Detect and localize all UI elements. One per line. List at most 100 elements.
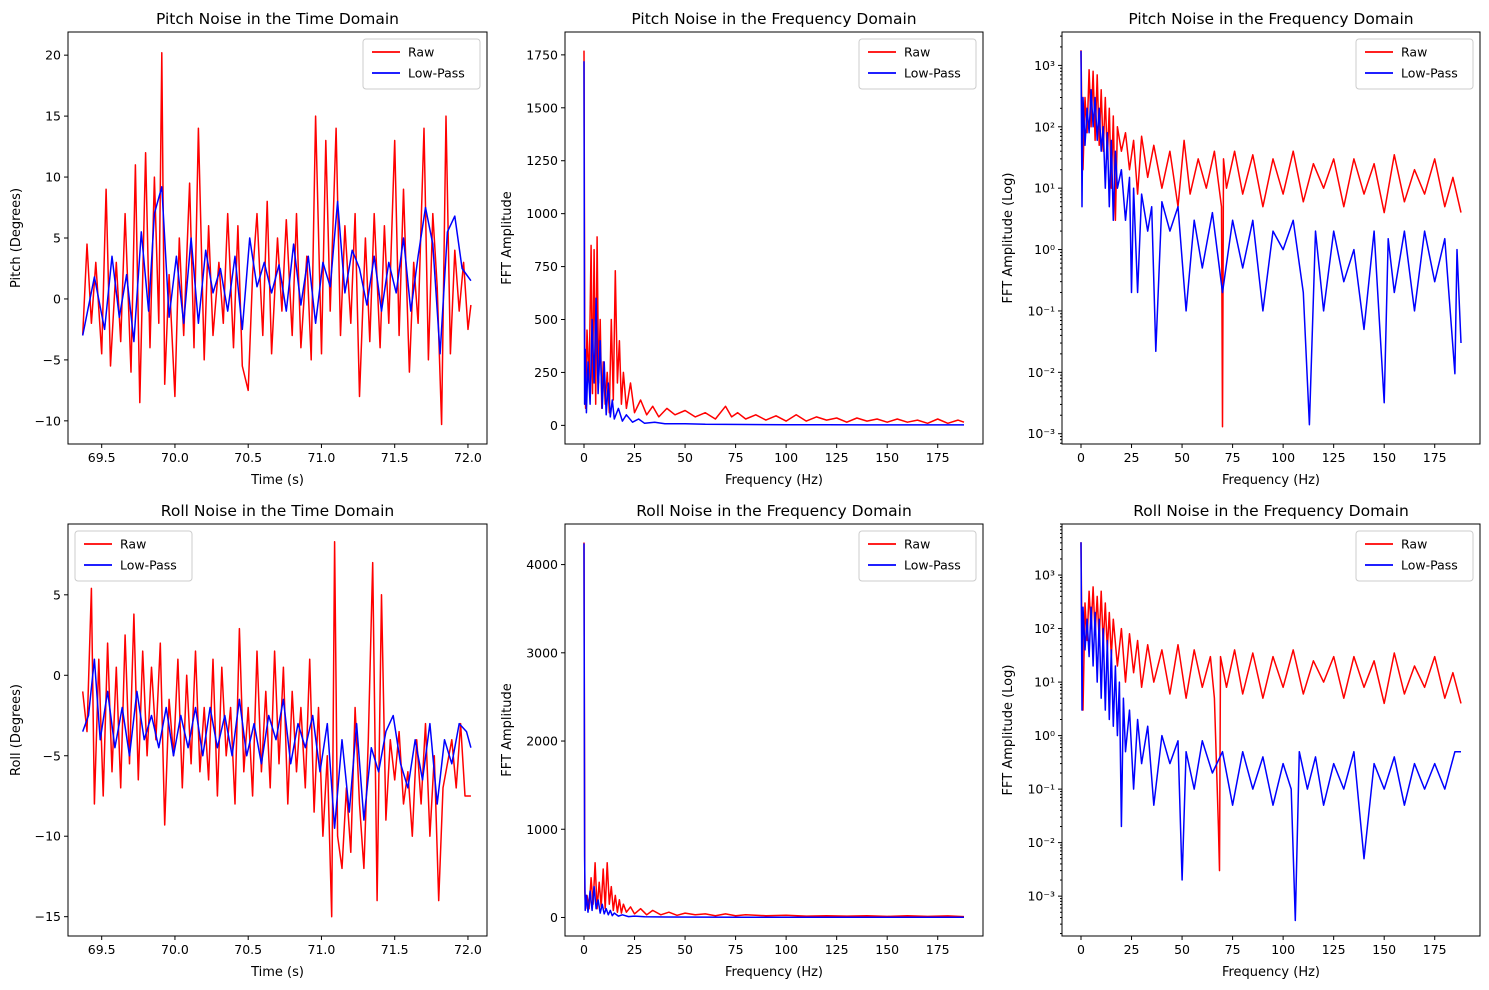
chart-title: Roll Noise in the Frequency Domain [1133, 502, 1409, 520]
x-axis-label: Frequency (Hz) [1222, 965, 1320, 980]
y-tick-label: 5 [53, 587, 61, 602]
x-tick-label: 50 [1174, 450, 1190, 465]
y-tick-label: 10⁻¹ [1027, 782, 1055, 797]
y-tick-label: 10⁻¹ [1027, 303, 1055, 318]
x-tick-label: 150 [875, 942, 899, 957]
x-tick-label: 150 [1372, 450, 1396, 465]
x-tick-label: 125 [825, 450, 849, 465]
x-tick-label: 50 [677, 450, 693, 465]
x-axis-label: Frequency (Hz) [1222, 473, 1320, 488]
axes-frame [1061, 31, 1481, 445]
x-tick-label: 50 [1174, 942, 1190, 957]
legend-label-raw: Raw [1401, 45, 1427, 60]
series-line-raw [583, 50, 965, 425]
y-tick-label: 10² [1034, 119, 1055, 134]
y-tick-label: 10⁻³ [1027, 426, 1055, 441]
plot-area [81, 51, 472, 426]
y-tick-label: 10³ [1034, 58, 1055, 73]
subplot-pitch-freq-log: 0 25 50 75 100 125 150 175 10⁻³ 10⁻² 10⁻¹ 10⁰ 10¹ 10²… [1001, 10, 1481, 488]
y-tick-label: −5 [43, 748, 61, 763]
y-tick-label: 10⁰ [1034, 242, 1055, 257]
x-axis-label: Time (s) [250, 965, 304, 980]
legend-label-raw: Raw [904, 45, 930, 60]
series-line-raw [81, 51, 472, 426]
subplot-roll-freq: 0 25 50 75 100 125 150 175 0 1000 2000 3000 4000 Roll… [500, 502, 984, 980]
legend-label-lowpass: Low-Pass [904, 558, 961, 573]
y-tick-label: 20 [45, 48, 61, 63]
y-tick-label: 2000 [526, 734, 558, 749]
y-tick-label: 1000 [526, 206, 558, 221]
series-line-raw [1080, 542, 1462, 872]
y-tick-label: 5 [53, 231, 61, 246]
y-tick-label: 4000 [526, 557, 558, 572]
plot-area [1080, 50, 1462, 428]
y-tick-label: −10 [35, 829, 61, 844]
x-tick-label: 71.0 [308, 450, 336, 465]
series-line-raw [81, 540, 471, 918]
x-tick-label: 0 [1077, 942, 1085, 957]
y-tick-label: 10⁻² [1027, 365, 1055, 380]
subplot-pitch-freq: 0 25 50 75 100 125 150 175025050075010001250150… [500, 10, 984, 488]
y-tick-label: −15 [35, 909, 61, 924]
legend: Raw Low-Pass [362, 38, 481, 90]
subplot-roll-freq-log: 0 25 50 75 100 125 150 175 10⁻³ 10⁻² 10⁻¹ 10⁰ 10¹ 10²… [1001, 502, 1481, 980]
y-tick-label: −5 [43, 352, 61, 367]
x-tick-label: 150 [1372, 942, 1396, 957]
x-axis-label: Frequency (Hz) [725, 473, 823, 488]
y-tick-label: 10 [45, 170, 61, 185]
y-tick-label: 10² [1034, 621, 1055, 636]
series-line-lowpass [1080, 542, 1461, 922]
y-axis-label: Pitch (Degrees) [9, 188, 24, 288]
x-tick-label: 71.5 [381, 450, 409, 465]
legend-label-raw: Raw [120, 537, 146, 552]
chart-title: Pitch Noise in the Time Domain [156, 10, 399, 28]
x-tick-label: 72.0 [454, 450, 482, 465]
y-tick-label: 1250 [526, 153, 558, 168]
legend-label-lowpass: Low-Pass [904, 66, 961, 81]
x-tick-label: 100 [1271, 942, 1295, 957]
legend-label-raw: Raw [904, 537, 930, 552]
x-tick-label: 175 [926, 450, 950, 465]
chart-title: Roll Noise in the Frequency Domain [636, 502, 912, 520]
legend-label-lowpass: Low-Pass [120, 558, 177, 573]
series-line-lowpass [81, 658, 472, 829]
y-tick-label: 0 [53, 668, 61, 683]
x-tick-label: 0 [1077, 450, 1085, 465]
x-tick-label: 75 [728, 450, 744, 465]
y-tick-label: 250 [534, 365, 558, 380]
x-tick-label: 70.5 [234, 450, 262, 465]
y-tick-label: 10³ [1034, 568, 1055, 583]
series-line-raw [1080, 50, 1462, 428]
plot-area [81, 540, 472, 918]
x-tick-label: 25 [1124, 942, 1140, 957]
x-tick-label: 69.5 [88, 450, 116, 465]
legend: Raw Low-Pass [74, 530, 193, 582]
y-axis-label: FFT Amplitude (Log) [1001, 665, 1016, 796]
y-tick-label: 10¹ [1034, 181, 1055, 196]
x-tick-label: 70.0 [161, 942, 189, 957]
x-tick-label: 0 [580, 942, 588, 957]
x-tick-label: 175 [1423, 450, 1447, 465]
y-axis-label: FFT Amplitude [500, 683, 515, 776]
x-tick-label: 100 [774, 942, 798, 957]
y-tick-label: 10⁰ [1034, 728, 1055, 743]
series-line-lowpass [583, 543, 964, 919]
x-tick-label: 0 [580, 450, 588, 465]
x-tick-label: 175 [926, 942, 950, 957]
series-line-lowpass [1080, 50, 1462, 426]
x-tick-label: 75 [728, 942, 744, 957]
legend: Raw Low-Pass [858, 38, 977, 90]
y-tick-label: 0 [53, 291, 61, 306]
x-tick-label: 70.5 [234, 942, 262, 957]
y-tick-label: 15 [45, 109, 61, 124]
subplot-pitch-time: 69.5 70.0 70.5 71.0 71.5 72.0 −10 −5 0 5 10 15 20 Pit… [9, 10, 488, 488]
plot-area [583, 50, 965, 426]
x-tick-label: 125 [1322, 450, 1346, 465]
x-tick-label: 70.0 [161, 450, 189, 465]
y-tick-label: 1750 [526, 47, 558, 62]
x-tick-label: 25 [627, 942, 643, 957]
y-tick-label: 0 [550, 910, 558, 925]
legend-label-raw: Raw [1401, 537, 1427, 552]
y-axis-label: Roll (Degrees) [9, 684, 24, 776]
